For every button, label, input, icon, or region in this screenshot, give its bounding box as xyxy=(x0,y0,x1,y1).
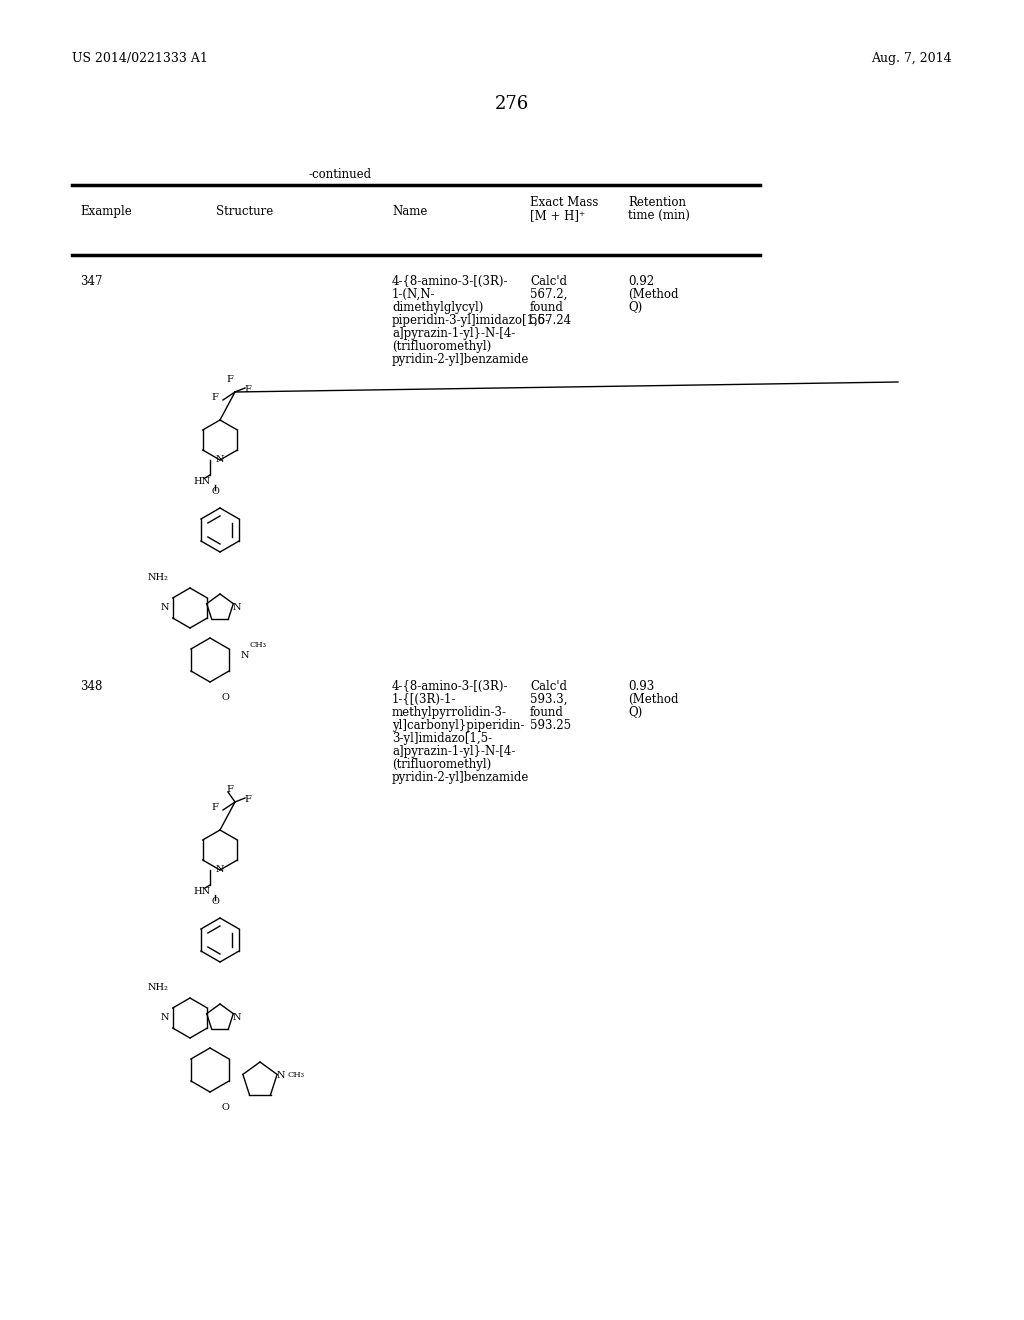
Text: O: O xyxy=(211,487,219,496)
Text: pyridin-2-yl]benzamide: pyridin-2-yl]benzamide xyxy=(392,352,529,366)
Text: 593.3,: 593.3, xyxy=(530,693,567,706)
Text: F: F xyxy=(226,785,233,795)
Text: (trifluoromethyl): (trifluoromethyl) xyxy=(392,758,492,771)
Text: NH₂: NH₂ xyxy=(147,573,168,582)
Text: Example: Example xyxy=(80,205,132,218)
Text: F: F xyxy=(245,796,252,804)
Text: 0.93: 0.93 xyxy=(628,680,654,693)
Text: methylpyrrolidin-3-: methylpyrrolidin-3- xyxy=(392,706,507,719)
Text: (Method: (Method xyxy=(628,693,679,706)
Text: N: N xyxy=(276,1071,286,1080)
Text: a]pyrazin-1-yl}-N-[4-: a]pyrazin-1-yl}-N-[4- xyxy=(392,327,515,341)
Text: CH₃: CH₃ xyxy=(288,1071,304,1078)
Text: Aug. 7, 2014: Aug. 7, 2014 xyxy=(871,51,952,65)
Text: 347: 347 xyxy=(80,275,102,288)
Text: F: F xyxy=(245,385,252,395)
Text: O: O xyxy=(221,1104,229,1113)
Text: found: found xyxy=(530,301,564,314)
Text: N: N xyxy=(241,651,249,660)
Text: time (min): time (min) xyxy=(628,209,690,222)
Text: N: N xyxy=(216,455,224,465)
Text: Structure: Structure xyxy=(216,205,273,218)
Text: CH₃: CH₃ xyxy=(250,642,266,649)
Text: Q): Q) xyxy=(628,706,642,719)
Text: (Method: (Method xyxy=(628,288,679,301)
Text: 348: 348 xyxy=(80,680,102,693)
Text: Exact Mass: Exact Mass xyxy=(530,195,598,209)
Text: 276: 276 xyxy=(495,95,529,114)
Text: 4-{8-amino-3-[(3R)-: 4-{8-amino-3-[(3R)- xyxy=(392,680,509,693)
Text: NH₂: NH₂ xyxy=(147,983,168,993)
Text: Calc'd: Calc'd xyxy=(530,275,567,288)
Text: 0.92: 0.92 xyxy=(628,275,654,288)
Text: Name: Name xyxy=(392,205,427,218)
Text: a]pyrazin-1-yl}-N-[4-: a]pyrazin-1-yl}-N-[4- xyxy=(392,744,515,758)
Text: Q): Q) xyxy=(628,301,642,314)
Text: -continued: -continued xyxy=(308,168,372,181)
Text: N: N xyxy=(161,603,169,612)
Text: N: N xyxy=(216,866,224,874)
Text: US 2014/0221333 A1: US 2014/0221333 A1 xyxy=(72,51,208,65)
Text: N: N xyxy=(161,1014,169,1023)
Text: 1-{[(3R)-1-: 1-{[(3R)-1- xyxy=(392,693,457,706)
Text: 3-yl]imidazo[1,5-: 3-yl]imidazo[1,5- xyxy=(392,733,493,744)
Text: N: N xyxy=(232,603,242,612)
Text: found: found xyxy=(530,706,564,719)
Text: 4-{8-amino-3-[(3R)-: 4-{8-amino-3-[(3R)- xyxy=(392,275,509,288)
Text: O: O xyxy=(211,898,219,907)
Text: [M + H]⁺: [M + H]⁺ xyxy=(530,209,585,222)
Text: HN: HN xyxy=(194,887,211,896)
Text: pyridin-2-yl]benzamide: pyridin-2-yl]benzamide xyxy=(392,771,529,784)
Text: yl]carbonyl}piperidin-: yl]carbonyl}piperidin- xyxy=(392,719,524,733)
Text: F: F xyxy=(226,375,233,384)
Text: O: O xyxy=(221,693,229,702)
Text: 567.24: 567.24 xyxy=(530,314,571,327)
Text: HN: HN xyxy=(194,478,211,487)
Text: Retention: Retention xyxy=(628,195,686,209)
Text: 567.2,: 567.2, xyxy=(530,288,567,301)
Text: (trifluoromethyl): (trifluoromethyl) xyxy=(392,341,492,352)
Text: N: N xyxy=(232,1014,242,1023)
Text: F: F xyxy=(212,393,218,403)
Text: F: F xyxy=(212,804,218,813)
Text: dimethylglycyl): dimethylglycyl) xyxy=(392,301,483,314)
Text: Calc'd: Calc'd xyxy=(530,680,567,693)
Text: 1-(N,N-: 1-(N,N- xyxy=(392,288,435,301)
Text: 593.25: 593.25 xyxy=(530,719,571,733)
Text: piperidin-3-yl]imidazo[1,5-: piperidin-3-yl]imidazo[1,5- xyxy=(392,314,550,327)
